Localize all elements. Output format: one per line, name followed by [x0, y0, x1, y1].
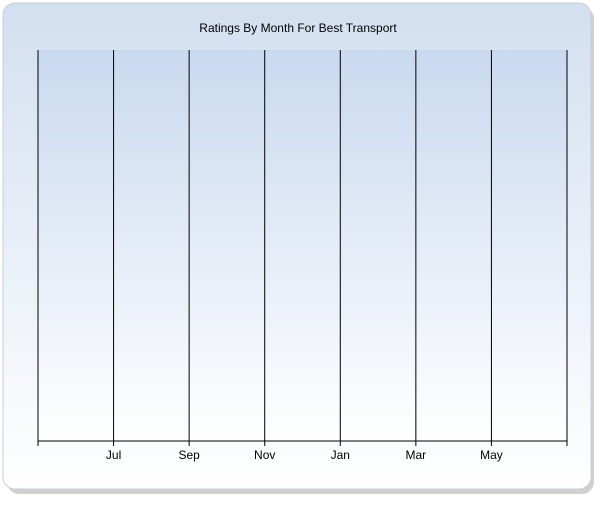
x-tick-label: Nov — [254, 448, 275, 462]
chart-title: Ratings By Month For Best Transport — [199, 21, 397, 35]
x-tick-label: May — [480, 448, 503, 462]
x-tick-label: Jan — [331, 448, 350, 462]
x-tick-label: Jul — [106, 448, 121, 462]
plot-area — [38, 50, 567, 441]
x-tick-label: Mar — [406, 448, 427, 462]
x-tick-label: Sep — [178, 448, 200, 462]
